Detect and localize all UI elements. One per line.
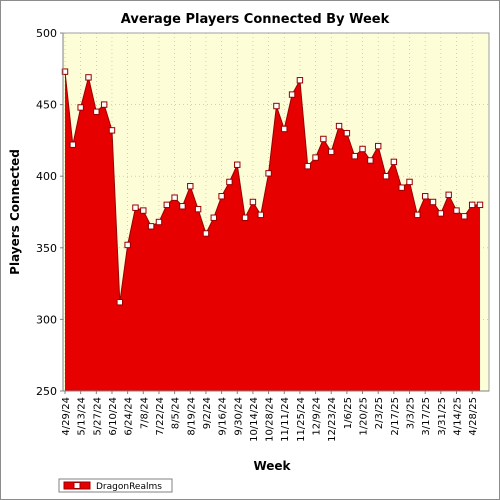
data-point	[406, 178, 413, 186]
data-point	[249, 198, 257, 206]
data-point	[140, 207, 147, 214]
x-tick-label: 5/13/24	[77, 397, 88, 436]
data-point	[382, 173, 390, 180]
x-tick-label: 2/17/25	[390, 397, 401, 436]
x-tick-label: 7/22/24	[155, 397, 166, 436]
data-point	[359, 145, 366, 153]
x-tick-label: 4/28/25	[468, 397, 479, 436]
data-point	[437, 210, 445, 217]
data-point	[320, 135, 327, 143]
data-point	[210, 214, 217, 221]
y-tick-label: 250	[36, 385, 57, 398]
data-point	[124, 241, 131, 249]
x-tick-label: 3/17/25	[421, 397, 432, 436]
data-point	[367, 157, 374, 164]
data-point	[273, 102, 280, 110]
data-point	[461, 213, 468, 220]
x-tick-label: 9/16/24	[218, 397, 229, 436]
x-axis-label: Week	[253, 459, 291, 473]
data-point	[163, 201, 170, 209]
data-point	[343, 130, 351, 137]
data-point	[312, 154, 319, 161]
x-tick-label: 1/6/25	[343, 397, 354, 429]
series-line	[64, 71, 480, 303]
data-point	[398, 184, 405, 191]
data-point	[288, 91, 296, 98]
data-point	[453, 207, 460, 214]
x-tick-label: 4/29/24	[61, 397, 72, 436]
plot-series	[61, 68, 484, 391]
y-tick-label: 450	[36, 99, 57, 112]
data-point	[155, 218, 163, 226]
data-point	[257, 211, 264, 219]
data-point	[296, 77, 304, 84]
data-point	[218, 193, 225, 200]
x-tick-label: 2/3/25	[374, 397, 385, 429]
data-point	[265, 170, 272, 177]
x-tick-label: 4/14/25	[453, 397, 464, 436]
data-point	[429, 198, 437, 206]
data-point	[328, 148, 335, 156]
data-point	[85, 74, 92, 81]
data-point	[69, 141, 77, 148]
data-point	[351, 152, 358, 160]
x-tick-label: 5/27/24	[92, 397, 103, 436]
data-point	[132, 204, 139, 211]
data-point	[77, 104, 84, 111]
data-point	[234, 161, 241, 168]
x-tick-label: 3/3/25	[406, 397, 417, 429]
x-tick-label: 10/14/24	[249, 397, 260, 442]
legend: DragonRealms	[58, 478, 173, 493]
x-tick-label: 9/30/24	[233, 397, 244, 436]
data-point	[116, 299, 124, 306]
data-point	[445, 191, 452, 199]
data-point	[421, 193, 429, 200]
data-point	[375, 142, 382, 150]
data-point	[93, 108, 100, 115]
x-tick-label: 9/2/24	[202, 397, 213, 429]
y-tick-label: 400	[36, 170, 57, 183]
x-tick-label: 8/5/24	[171, 397, 182, 429]
axes: 250 300 350 400 450 500 4/29/24 5/13/24 5/27/24 6…	[36, 27, 490, 442]
y-tick-label: 500	[36, 27, 57, 40]
x-tick-label: 12/9/24	[312, 397, 323, 436]
x-tick-label: 11/25/24	[296, 397, 307, 442]
y-axis-label: Players Connected	[8, 149, 22, 275]
legend-label: DragonRealms	[96, 482, 162, 492]
x-tick-label: 6/10/24	[108, 397, 119, 436]
data-point	[179, 203, 186, 210]
data-point	[468, 201, 476, 209]
data-point	[335, 122, 343, 130]
x-tick-label: 8/19/24	[186, 397, 197, 436]
x-tick-label: 12/23/24	[327, 397, 338, 442]
x-tick-label: 10/28/24	[265, 397, 276, 442]
chart-title: Average Players Connected By Week	[121, 12, 390, 27]
data-point	[202, 230, 210, 237]
x-tick-label: 6/24/24	[124, 397, 135, 436]
data-point	[61, 68, 69, 75]
data-point	[100, 101, 108, 108]
y-tick-label: 350	[36, 242, 57, 255]
legend-marker	[73, 482, 81, 489]
y-tick-label: 300	[36, 313, 57, 326]
data-point	[108, 127, 116, 134]
data-point	[390, 158, 398, 166]
data-point	[304, 162, 311, 170]
data-point	[194, 205, 202, 213]
x-tick-label: 3/31/25	[437, 397, 448, 436]
x-tick-label: 1/20/25	[359, 397, 370, 436]
data-point	[147, 223, 155, 230]
data-point	[281, 125, 288, 133]
series-area	[65, 71, 480, 391]
data-point	[414, 211, 421, 219]
data-point	[241, 214, 249, 221]
x-tick-label: 11/11/24	[280, 397, 291, 442]
data-point	[226, 178, 233, 186]
x-tick-label: 7/8/24	[139, 397, 150, 429]
data-point	[187, 183, 194, 190]
data-point	[476, 201, 484, 209]
data-point	[171, 194, 178, 201]
